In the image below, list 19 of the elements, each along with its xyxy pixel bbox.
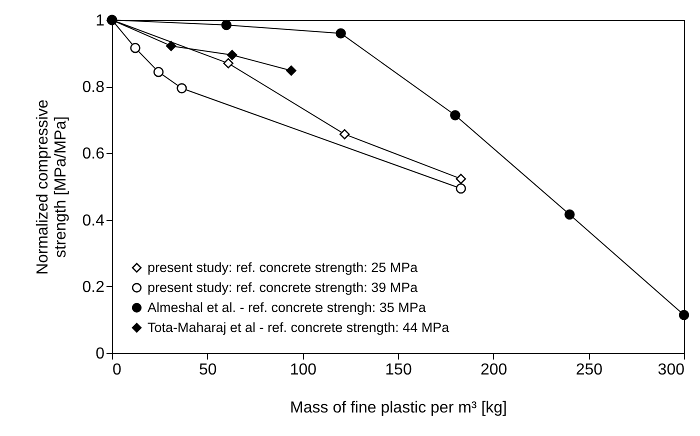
- legend-label: present study: ref. concrete strength: 39 MPa: [148, 280, 418, 295]
- x-tick-label: 100: [290, 362, 317, 378]
- y-tick-label: 0.6: [82, 146, 105, 163]
- y-tick-label: 0.8: [82, 79, 105, 96]
- x-tick-label: 0: [112, 362, 122, 378]
- y-tick-label: 1: [96, 12, 105, 30]
- x-tick-label: 250: [576, 362, 603, 378]
- x-tick-label: 50: [198, 362, 217, 378]
- x-tick-label: 300: [658, 362, 685, 378]
- y-axis-title: Normalized compressive strength [MPa/MPa]: [34, 99, 70, 275]
- y-tick-label: 0: [96, 346, 105, 362]
- x-axis-title: Mass of fine plastic per m³ [kg]: [290, 400, 507, 416]
- y-tick-label: 0.4: [82, 212, 105, 230]
- legend-label: Almeshal et al. - ref. concrete strengh: 35 MPa: [148, 300, 426, 315]
- x-tick-label: 150: [385, 362, 412, 378]
- x-tick-label: 200: [480, 362, 508, 378]
- y-tick-label: 0.2: [82, 278, 105, 296]
- legend-label: Tota-Maharaj et al - ref. concrete strength: 44 MPa: [148, 320, 450, 335]
- legend-label: present study: ref. concrete strength: 25 MPa: [148, 260, 418, 275]
